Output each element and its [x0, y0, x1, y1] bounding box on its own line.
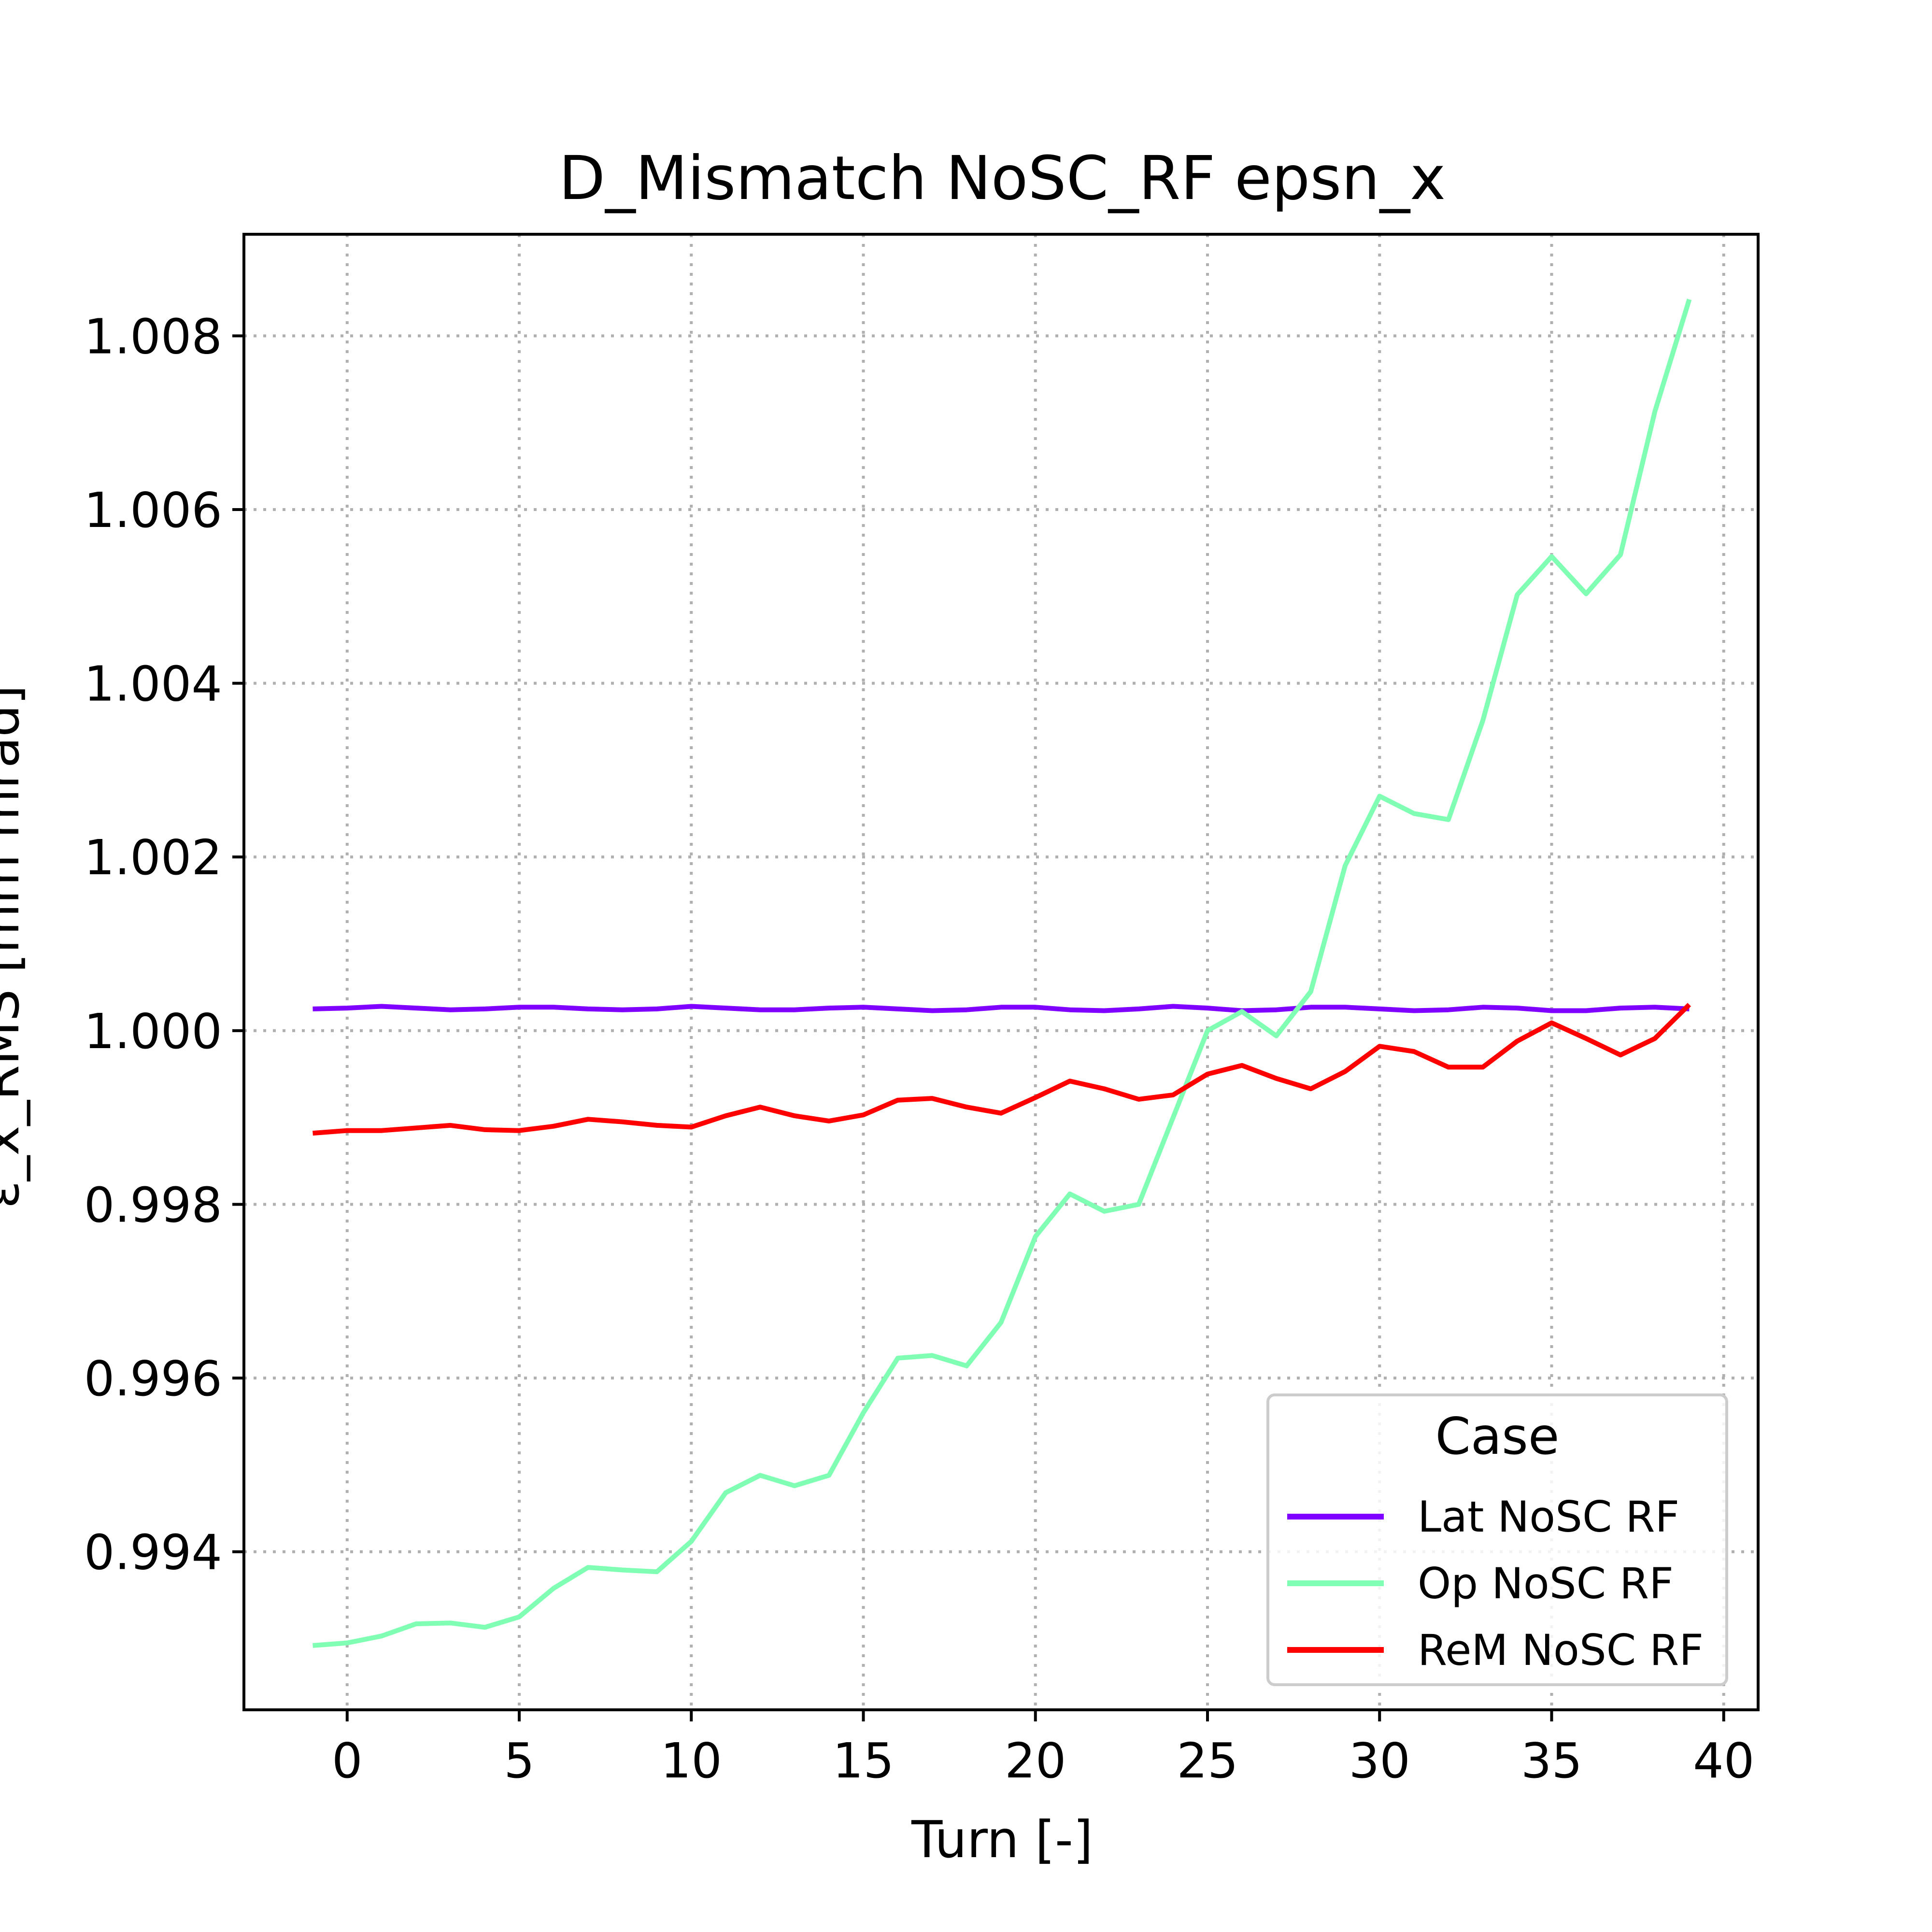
series-line-3: [313, 1003, 1691, 1136]
y-axis: 0.994 0.996 0.998 1.000 1.002 1.004 1.006 1.008: [84, 308, 244, 1581]
series-group: [313, 298, 1692, 1648]
x-tick-label: 25: [1177, 1733, 1238, 1789]
y-tick-label: 1.008: [84, 308, 222, 365]
y-tick-label: 1.006: [84, 482, 222, 539]
x-tick-label: 10: [661, 1733, 722, 1789]
legend: Case Lat NoSC RF Op NoSC RF ReM NoSC RF: [1266, 1393, 1728, 1686]
y-tick-label: 1.004: [84, 656, 222, 712]
y-tick-label: 0.998: [84, 1177, 222, 1233]
legend-label: Op NoSC RF: [1418, 1559, 1674, 1608]
chart-title: D_Mismatch NoSC_RF epsn_x: [559, 143, 1446, 213]
y-tick-label: 1.000: [84, 1003, 222, 1060]
y-axis-label: ε_x_RMS [mm mrad]: [0, 685, 30, 1208]
x-tick-label: 30: [1349, 1733, 1410, 1789]
x-tick-label: 5: [504, 1733, 535, 1789]
x-tick-label: 40: [1693, 1733, 1754, 1789]
x-axis: 0 5 10 15 20 25 30 35 40: [332, 1710, 1754, 1789]
legend-items: Lat NoSC RF Op NoSC RF ReM NoSC RF: [1287, 1492, 1704, 1675]
plot-frame: [242, 233, 1760, 1711]
series-line-2: [313, 298, 1692, 1648]
x-tick-label: 20: [1005, 1733, 1066, 1789]
legend-title: Case: [1435, 1407, 1560, 1466]
legend-box: [1266, 1393, 1728, 1686]
x-tick-label: 15: [833, 1733, 894, 1789]
legend-label: Lat NoSC RF: [1418, 1492, 1679, 1542]
legend-label: ReM NoSC RF: [1418, 1625, 1704, 1675]
y-tick-label: 0.994: [84, 1524, 222, 1581]
series-line-1: [313, 1004, 1690, 1013]
x-tick-label: 0: [332, 1733, 363, 1789]
x-tick-label: 35: [1521, 1733, 1582, 1789]
x-axis-label: Turn [-]: [911, 1810, 1093, 1869]
y-tick-label: 1.002: [84, 829, 222, 886]
y-tick-label: 0.996: [84, 1350, 222, 1407]
